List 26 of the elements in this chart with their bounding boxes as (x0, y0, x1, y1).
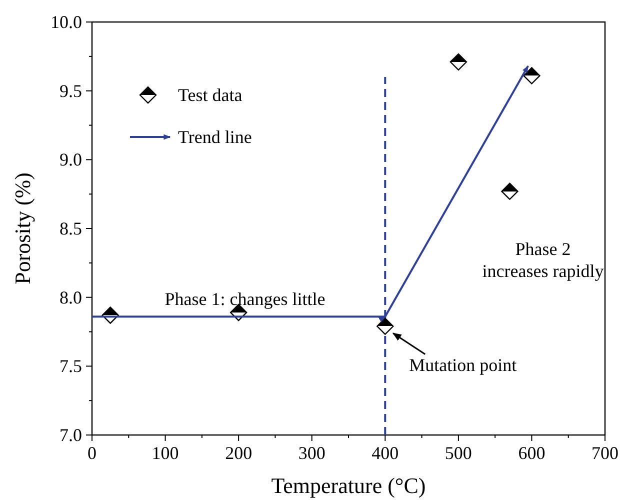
point (376, 318, 394, 335)
x-tick-label: 300 (298, 443, 326, 463)
x-tick-label: 100 (152, 443, 179, 463)
x-tick-label: 600 (518, 443, 546, 463)
point (450, 53, 468, 71)
x-tick-label: 500 (444, 443, 472, 463)
y-tick-label: 9.0 (60, 150, 82, 170)
point (523, 67, 540, 84)
y-tick-label: 7.0 (60, 425, 82, 445)
y-tick-label: 10.0 (50, 12, 82, 32)
annotation: Mutation point (409, 355, 517, 376)
y-tick-label: 8.0 (60, 287, 82, 308)
y-tick-label: 7.5 (60, 356, 82, 376)
y-axis-title: Porosity (%) (10, 172, 35, 284)
point (501, 182, 518, 200)
legend-label: Test data (178, 85, 242, 105)
x-axis-title: Temperature (°C) (271, 473, 426, 498)
annotation: Phase 1: changes little (164, 289, 326, 309)
x-tick-label: 700 (592, 443, 618, 463)
annotation: Phase 2 increases rapidly (482, 239, 604, 281)
y-tick-label: 9.5 (60, 80, 82, 101)
y-tick-label: 8.5 (60, 218, 82, 238)
legend-label: Trend line (178, 127, 252, 147)
x-tick-label: 0 (88, 443, 96, 463)
x-tick-label: 400 (372, 443, 399, 463)
x-tick-label: 200 (225, 443, 252, 463)
